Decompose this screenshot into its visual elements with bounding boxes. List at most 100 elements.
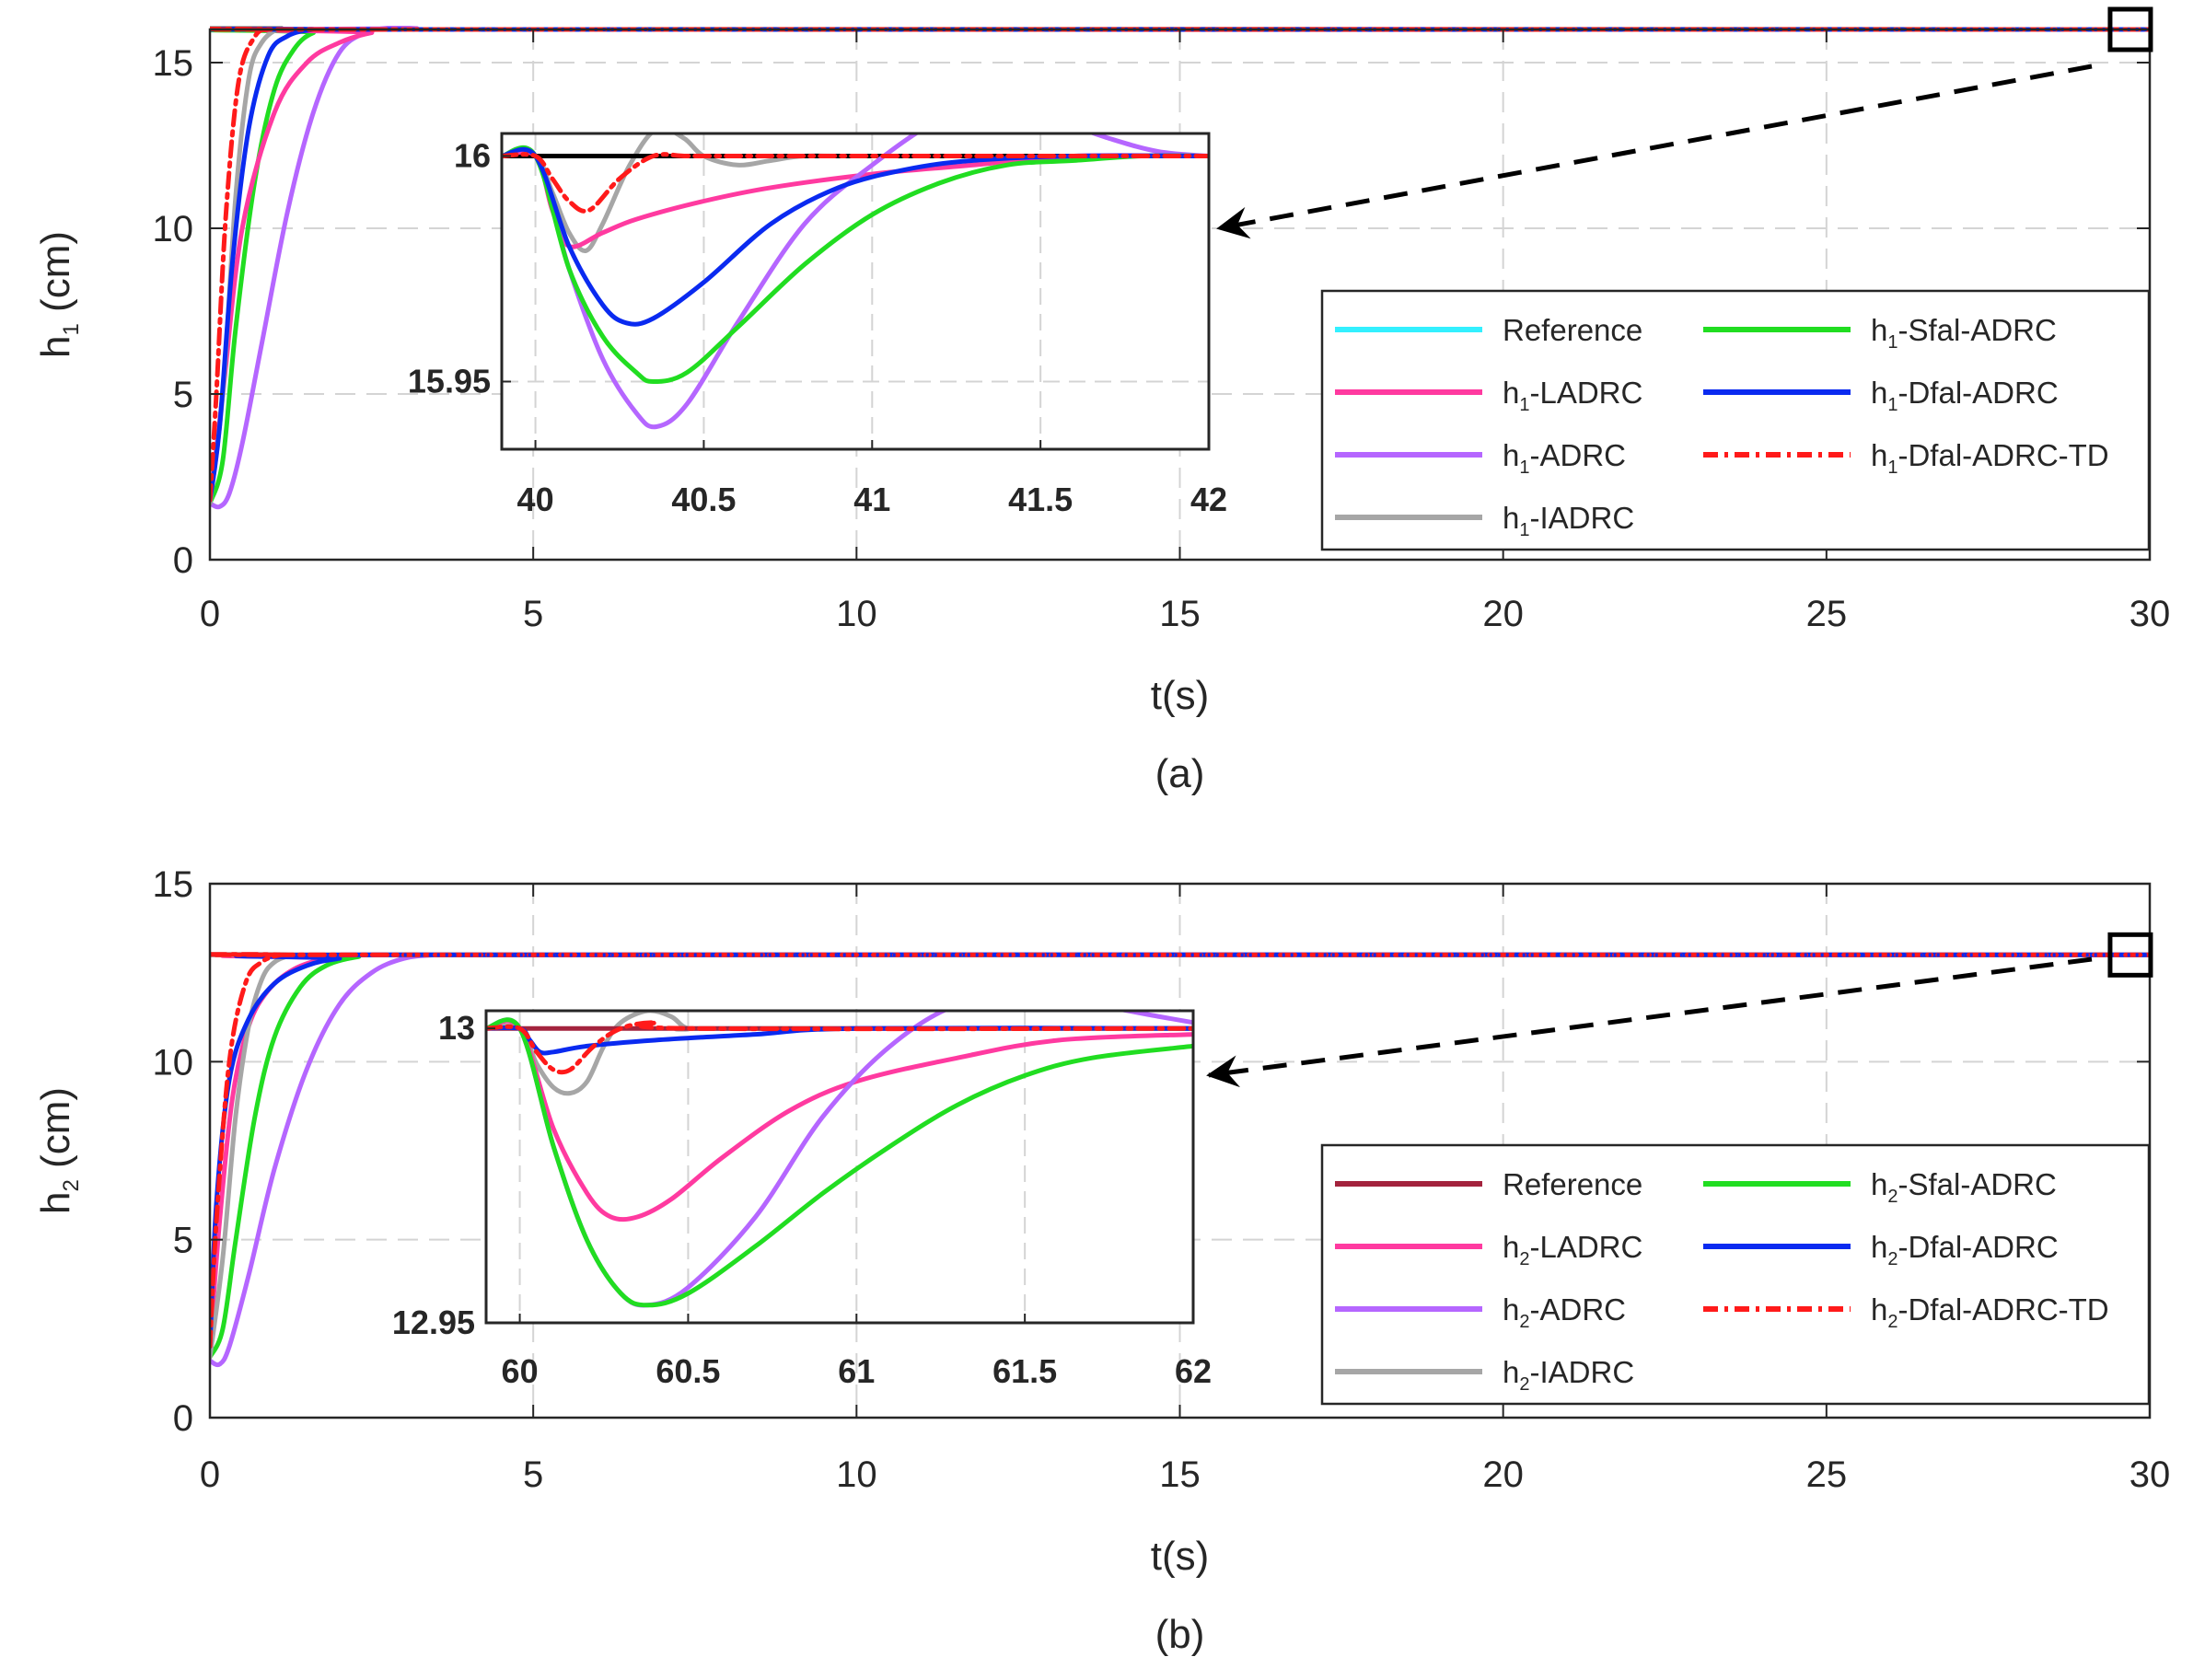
- inset-x-tick-label: 40: [517, 481, 554, 518]
- inset-series-line-dfal: [502, 146, 1209, 327]
- legend-label-prefix: h: [1871, 1292, 1887, 1327]
- y-axis-label-main: h: [33, 1192, 78, 1214]
- legend-label-prefix: h: [1503, 1292, 1519, 1327]
- series-group: [210, 952, 2150, 1368]
- legend-label-rest: -Dfal-ADRC-TD: [1897, 1292, 2108, 1327]
- legend-label-prefix: h: [1871, 376, 1887, 410]
- y-axis-label-sub: 1: [59, 323, 84, 335]
- legend-label-sub: 2: [1519, 1312, 1529, 1332]
- legend-label-prefix: h: [1871, 1230, 1887, 1264]
- y-axis-label: h2 (cm): [33, 1087, 84, 1214]
- legend-label-ref: Reference: [1503, 1167, 1642, 1201]
- legend-label-sub: 1: [1887, 332, 1897, 353]
- zoom-arrow: [1206, 956, 2093, 1088]
- legend-label-iadrc: h1-IADRC: [1503, 501, 1634, 540]
- inset-series-line-sfal: [486, 1017, 1193, 1308]
- legend-label-sub: 1: [1519, 458, 1529, 478]
- inset-x-tick-label: 42: [1190, 481, 1227, 518]
- y-tick-label: 0: [173, 540, 193, 581]
- legend: Referenceh2-LADRCh2-ADRCh2-IADRCh2-Sfal-…: [1320, 1143, 2151, 1406]
- legend-label-rest: -IADRC: [1529, 501, 1634, 535]
- legend-label-prefix: h: [1871, 438, 1887, 472]
- legend-label-sub: 1: [1519, 520, 1529, 540]
- x-tick-label: 10: [836, 1454, 877, 1495]
- x-tick-label: 5: [523, 1454, 543, 1495]
- inset-x-tick-label: 40.5: [671, 481, 736, 518]
- legend-label-prefix: h: [1871, 313, 1887, 347]
- legend-label-rest: -LADRC: [1529, 1230, 1642, 1264]
- legend-label-rest: -Sfal-ADRC: [1897, 313, 2056, 347]
- inset-y-tick-label: 15.95: [408, 363, 491, 400]
- legend-label-ref: Reference: [1503, 313, 1642, 347]
- y-axis-label-main: h: [33, 336, 78, 358]
- legend-label-rest: -IADRC: [1529, 1355, 1634, 1389]
- legend-label-sfal: h1-Sfal-ADRC: [1871, 313, 2057, 353]
- legend: Referenceh1-LADRCh1-ADRCh1-IADRCh1-Sfal-…: [1320, 289, 2151, 551]
- legend-label-rest: -Dfal-ADRC: [1897, 1230, 2058, 1264]
- inset-x-tick-label: 41: [853, 481, 890, 518]
- y-axis-label-rest: (cm): [33, 1087, 78, 1179]
- x-tick-label: 0: [200, 1454, 220, 1495]
- x-tick-label: 10: [836, 594, 877, 634]
- legend-label-rest: -Sfal-ADRC: [1897, 1167, 2056, 1201]
- inset-series-line-sfal: [502, 145, 1209, 385]
- legend-label-rest: -LADRC: [1529, 376, 1642, 410]
- legend-label-prefix: h: [1503, 1230, 1519, 1264]
- x-tick-label: 30: [2130, 594, 2171, 634]
- legend-label-prefix: h: [1503, 438, 1519, 472]
- legend-label-rest: Reference: [1503, 1167, 1642, 1201]
- inset-y-tick-label: 16: [454, 137, 491, 175]
- legend-label-rest: -Dfal-ADRC-TD: [1897, 438, 2108, 472]
- inset-frame: [484, 1009, 1195, 1325]
- inset-x-tick-label: 41.5: [1008, 481, 1073, 518]
- inset-series-line-td: [502, 152, 1209, 214]
- legend-label-sub: 2: [1887, 1312, 1897, 1332]
- zoom-marker-square: [2107, 6, 2153, 52]
- inset-x-tick-label: 60: [502, 1352, 539, 1390]
- inset-series-line-ladrc: [486, 1018, 1193, 1222]
- inset-x-tick-label: 62: [1175, 1352, 1212, 1390]
- y-tick-label: 0: [173, 1398, 193, 1439]
- inset-x-tick-label: 60.5: [656, 1352, 720, 1390]
- legend-label-prefix: h: [1503, 501, 1519, 535]
- legend-label-sub: 2: [1887, 1187, 1897, 1207]
- panel-caption: (b): [1155, 1612, 1205, 1657]
- legend-label-iadrc: h2-IADRC: [1503, 1355, 1634, 1395]
- y-tick-label: 15: [153, 43, 194, 84]
- legend-label-adrc: h1-ADRC: [1503, 438, 1626, 478]
- legend-box: [1320, 1143, 2151, 1406]
- legend-label-prefix: h: [1503, 1355, 1519, 1389]
- legend-label-sub: 1: [1887, 458, 1897, 478]
- inset-y-tick-label: 12.95: [392, 1303, 475, 1341]
- y-tick-label: 5: [173, 375, 193, 415]
- legend-label-prefix: h: [1871, 1167, 1887, 1201]
- inset: 60 60.5 61 61.5 62 12.95 13: [392, 1009, 1212, 1390]
- legend-label-td: h2-Dfal-ADRC-TD: [1871, 1292, 2109, 1332]
- legend-box: [1320, 289, 2151, 551]
- inset-series-group: [486, 1011, 1193, 1308]
- y-axis-label-sub: 2: [59, 1179, 84, 1191]
- legend-label-sub: 2: [1519, 1249, 1529, 1269]
- legend-label-sub: 1: [1519, 395, 1529, 415]
- inset-x-tick-label: 61.5: [992, 1352, 1057, 1390]
- y-tick-label: 10: [153, 1042, 194, 1083]
- y-axis-label: h1 (cm): [33, 231, 84, 358]
- inset-series-line-adrc: [502, 133, 1209, 430]
- x-tick-label: 30: [2130, 1454, 2171, 1495]
- legend-label-ladrc: h2-LADRC: [1503, 1230, 1642, 1269]
- x-tick-label: 5: [523, 594, 543, 634]
- panel-caption: (a): [1155, 751, 1205, 796]
- zoom-marker-square: [2107, 932, 2153, 978]
- y-axis-label-rest: (cm): [33, 231, 78, 323]
- inset-series-line-td: [486, 1020, 1193, 1075]
- legend-label-dfal: h2-Dfal-ADRC: [1871, 1230, 2059, 1269]
- series-line-td: [210, 952, 2150, 1350]
- legend-label-adrc: h2-ADRC: [1503, 1292, 1626, 1332]
- inset-series-group: [502, 133, 1209, 430]
- inset-x-tick-label: 61: [838, 1352, 875, 1390]
- inset: 40 40.5 41 41.5 42 15.95 16: [408, 132, 1227, 518]
- inset-frame: [500, 132, 1211, 451]
